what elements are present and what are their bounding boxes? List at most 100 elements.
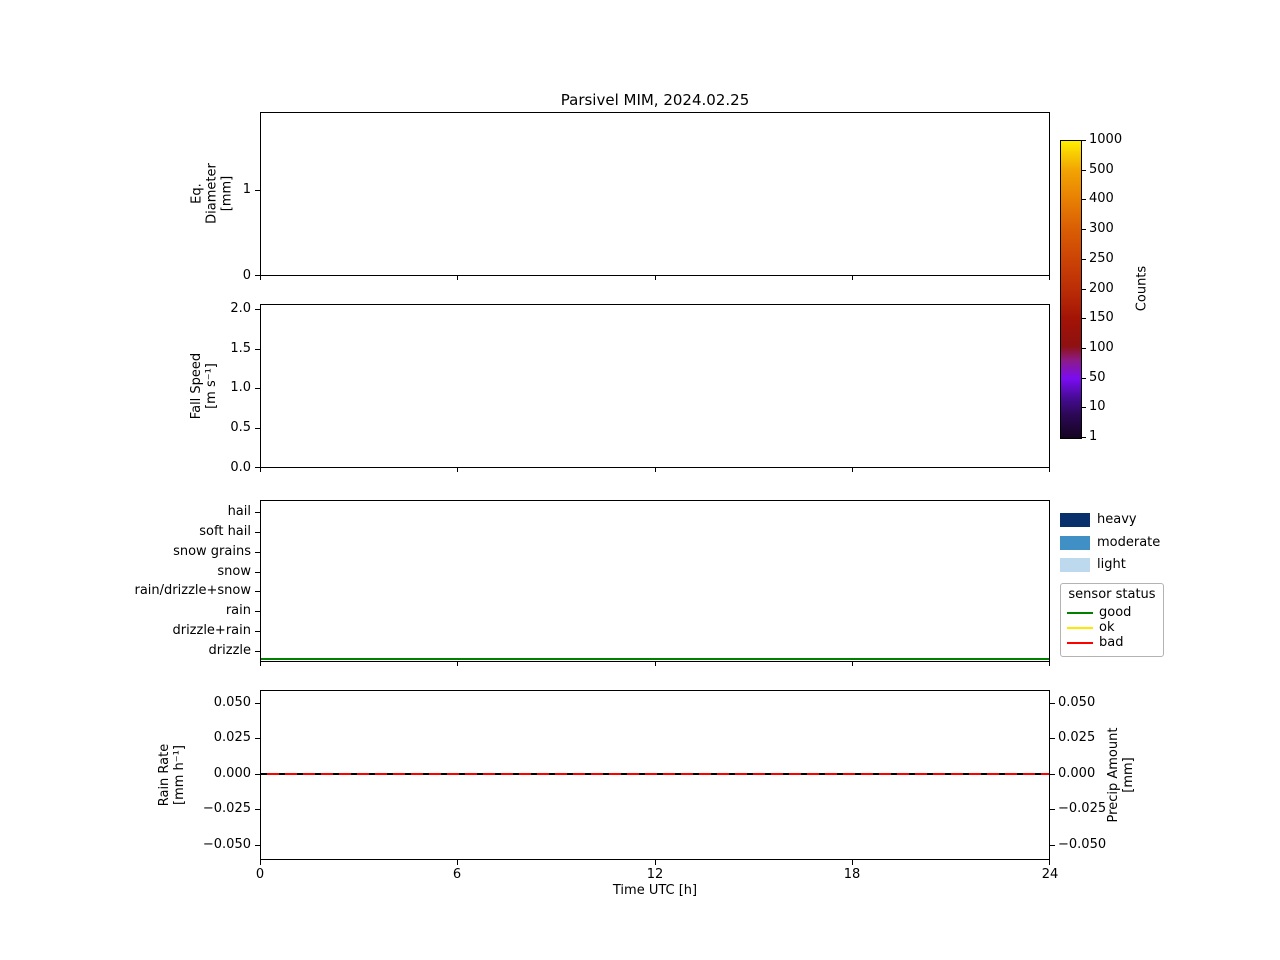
colorbar-tick-label: 250 <box>1089 251 1114 266</box>
x-tick-label: 18 <box>843 867 861 882</box>
tick-mark <box>255 651 260 652</box>
tick-mark <box>1082 259 1086 260</box>
tick-mark <box>1082 170 1086 171</box>
tick-mark <box>255 845 260 846</box>
colorbar-tick-label: 1 <box>1089 429 1098 444</box>
tick-mark <box>255 809 260 810</box>
tick-mark <box>255 631 260 632</box>
tick-mark <box>255 349 260 350</box>
y-tick-label: 1.5 <box>230 341 251 356</box>
tick-mark <box>260 860 261 865</box>
tick-mark <box>655 468 656 472</box>
legend-label: heavy <box>1097 512 1137 527</box>
legend-swatch-light <box>1060 558 1090 572</box>
tick-mark <box>255 467 260 468</box>
colorbar <box>1060 140 1082 439</box>
colorbar-gradient <box>1061 141 1081 438</box>
page-title: Parsivel MIM, 2024.02.25 <box>560 91 750 109</box>
colorbar-tick-label: 300 <box>1089 221 1114 236</box>
category-label: soft hail <box>199 524 251 539</box>
tick-mark <box>457 468 458 472</box>
tick-mark <box>1082 229 1086 230</box>
legend-swatch-heavy <box>1060 513 1090 527</box>
y-tick-label: 0.050 <box>213 695 251 710</box>
tick-mark <box>255 591 260 592</box>
tick-mark <box>255 703 260 704</box>
y-tick-label: 2.0 <box>230 301 251 316</box>
y2-tick-label: 0.025 <box>1058 730 1096 745</box>
tick-mark <box>457 276 458 280</box>
category-label: rain/drizzle+snow <box>134 583 252 598</box>
tick-mark <box>255 309 260 310</box>
tick-mark <box>255 388 260 389</box>
tick-mark <box>1049 662 1050 666</box>
colorbar-tick-label: 100 <box>1089 340 1114 355</box>
tick-mark <box>255 611 260 612</box>
legend-swatch-moderate <box>1060 536 1090 550</box>
y2-tick-label: 0.050 <box>1058 695 1096 710</box>
y-tick-label: 0.025 <box>213 730 251 745</box>
legend-line-good <box>1067 612 1093 614</box>
legend-label: good <box>1099 605 1132 620</box>
tick-mark <box>457 662 458 666</box>
legend-label: bad <box>1099 635 1124 650</box>
y-tick-label: 0.5 <box>230 420 251 435</box>
category-label: drizzle <box>208 643 251 658</box>
colorbar-tick-label: 400 <box>1089 191 1114 206</box>
panel-eq-diameter <box>260 112 1050 276</box>
tick-mark <box>255 738 260 739</box>
category-label: snow <box>217 564 251 579</box>
legend-title: sensor status <box>1068 587 1156 602</box>
panel-precip-type <box>260 500 1050 662</box>
tick-mark <box>255 275 260 276</box>
tick-mark <box>255 774 260 775</box>
y-tick-label: 0 <box>242 268 251 283</box>
y-tick-label: 1.0 <box>230 380 251 395</box>
tick-mark <box>1082 437 1086 438</box>
y-tick-label: 0.000 <box>213 766 251 781</box>
colorbar-tick-label: 10 <box>1089 399 1106 414</box>
y-tick-label: 0.0 <box>230 460 251 475</box>
legend-label: light <box>1097 557 1126 572</box>
tick-mark <box>1049 468 1050 472</box>
tick-mark <box>1049 276 1050 280</box>
tick-mark <box>1049 860 1050 865</box>
colorbar-axis-label: Counts <box>1134 265 1150 312</box>
tick-mark <box>1082 199 1086 200</box>
tick-mark <box>1082 318 1086 319</box>
panel-rain-rate <box>260 690 1050 860</box>
tick-mark <box>852 468 853 472</box>
tick-mark <box>1082 140 1086 141</box>
y-tick-label: 1 <box>242 182 251 197</box>
sensor-status-good-line <box>261 658 1049 660</box>
y2-tick-label: −0.050 <box>1058 837 1107 852</box>
tick-mark <box>655 662 656 666</box>
x-axis-label: Time UTC [h] <box>612 883 698 898</box>
x-tick-label: 6 <box>452 867 462 882</box>
category-label: rain <box>225 603 251 618</box>
tick-mark <box>1082 407 1086 408</box>
tick-mark <box>255 190 260 191</box>
colorbar-tick-label: 50 <box>1089 370 1106 385</box>
x-tick-label: 12 <box>646 867 664 882</box>
tick-mark <box>260 468 261 472</box>
tick-mark <box>1050 809 1055 810</box>
colorbar-tick-label: 1000 <box>1089 132 1123 147</box>
tick-mark <box>255 512 260 513</box>
y-tick-label: −0.050 <box>202 837 251 852</box>
tick-mark <box>852 860 853 865</box>
colorbar-tick-label: 500 <box>1089 162 1114 177</box>
sensor-status-legend-box <box>1060 583 1164 657</box>
x-tick-label: 24 <box>1041 867 1059 882</box>
category-label: drizzle+rain <box>172 623 251 638</box>
y-tick-label: −0.025 <box>202 801 251 816</box>
tick-mark <box>1050 738 1055 739</box>
tick-mark <box>1082 348 1086 349</box>
category-label: hail <box>227 504 251 519</box>
tick-mark <box>255 428 260 429</box>
category-label: snow grains <box>173 544 251 559</box>
legend-line-ok <box>1067 627 1093 629</box>
tick-mark <box>1050 774 1055 775</box>
legend-label: ok <box>1099 620 1115 635</box>
